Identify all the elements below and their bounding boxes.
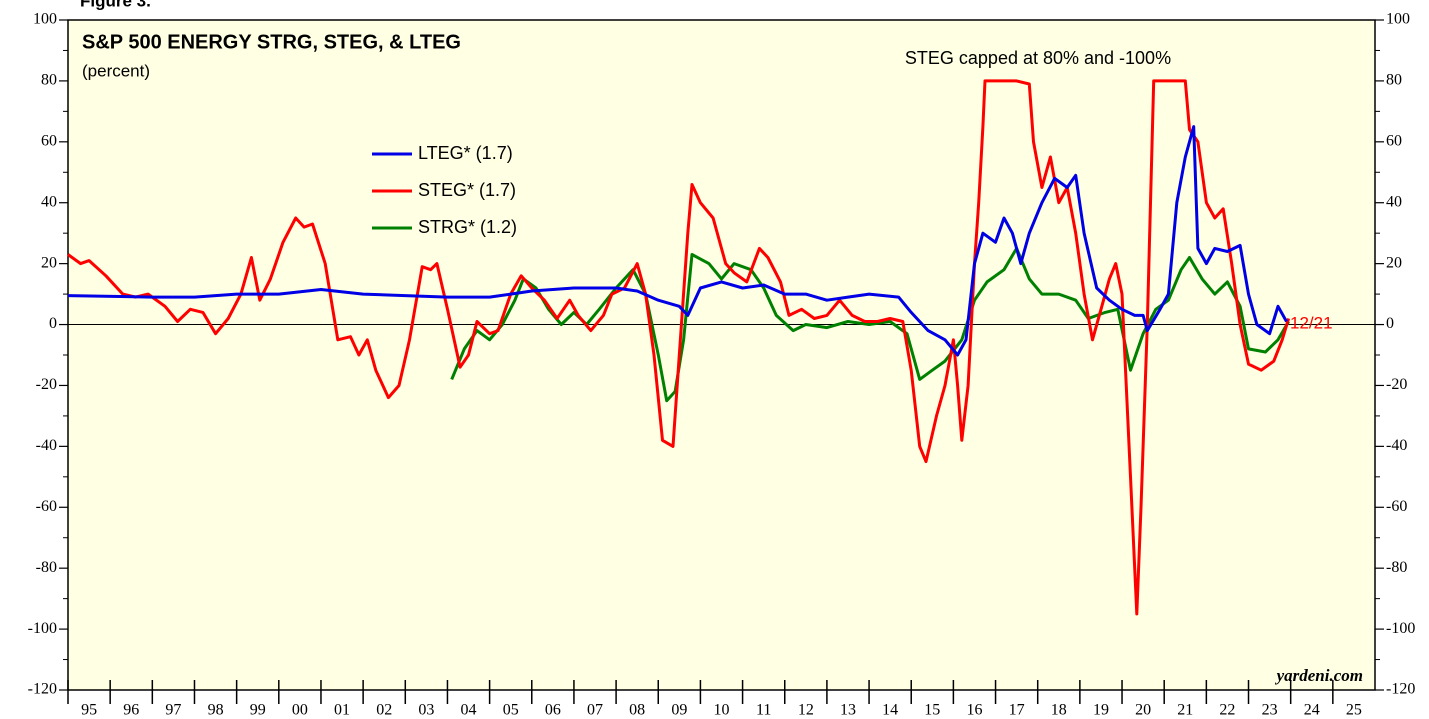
- y2-tick-label: 20: [1386, 254, 1402, 271]
- x-tick-label: 15: [924, 702, 940, 719]
- y2-tick-label: -100: [1386, 620, 1415, 637]
- x-tick-label: 03: [418, 702, 434, 719]
- x-tick-label: 97: [165, 702, 181, 719]
- x-tick-label: 04: [461, 702, 477, 719]
- x-tick-label: 07: [587, 702, 603, 719]
- end-label: 12/21: [1290, 313, 1333, 332]
- x-tick-label: 98: [208, 702, 224, 719]
- x-tick-label: 11: [756, 702, 771, 719]
- legend-label: LTEG* (1.7): [418, 143, 513, 163]
- x-tick-label: 09: [671, 702, 687, 719]
- x-tick-label: 16: [966, 702, 982, 719]
- y2-tick-label: -40: [1386, 437, 1407, 454]
- y2-tick-label: -120: [1386, 681, 1415, 698]
- y2-tick-label: 60: [1386, 132, 1402, 149]
- x-tick-label: 06: [545, 702, 561, 719]
- x-tick-label: 05: [503, 702, 519, 719]
- annotation: STEG capped at 80% and -100%: [905, 48, 1171, 68]
- x-tick-label: 18: [1051, 702, 1067, 719]
- x-tick-label: 17: [1009, 702, 1025, 719]
- y-tick-label: 100: [33, 11, 57, 28]
- x-tick-label: 22: [1219, 702, 1235, 719]
- y-tick-label: 80: [41, 72, 57, 89]
- y-tick-label: 60: [41, 132, 57, 149]
- y-tick-label: -40: [36, 437, 57, 454]
- x-tick-label: 23: [1262, 702, 1278, 719]
- plot-area: [67, 19, 1376, 691]
- source: yardeni.com: [1275, 666, 1363, 685]
- x-tick-label: 10: [714, 702, 730, 719]
- chart-title: S&P 500 ENERGY STRG, STEG, & LTEG: [82, 31, 461, 53]
- x-tick-label: 21: [1177, 702, 1193, 719]
- series-lines: [67, 79, 1291, 616]
- y2-tick-label: -80: [1386, 559, 1407, 576]
- x-tick-label: 20: [1135, 702, 1151, 719]
- x-tick-label: 25: [1346, 702, 1362, 719]
- axes: -120 -120 -100 -100 -80 -80 -60 -60 -40 -40 -20 -20…: [28, 11, 1416, 719]
- series-line: [67, 79, 1291, 616]
- y2-tick-label: 40: [1386, 193, 1402, 210]
- y-tick-label: 40: [41, 193, 57, 210]
- x-tick-label: 02: [376, 702, 392, 719]
- y-tick-label: -120: [28, 681, 57, 698]
- figure-label: Figure 3.: [80, 0, 151, 10]
- x-tick-label: 19: [1093, 702, 1109, 719]
- x-tick-label: 12: [798, 702, 814, 719]
- y2-tick-label: -60: [1386, 498, 1407, 515]
- x-tick-label: 95: [81, 702, 97, 719]
- y-tick-label: 0: [49, 315, 57, 332]
- series-line: [67, 125, 1288, 357]
- legend-label: STEG* (1.7): [418, 180, 516, 200]
- x-tick-label: 96: [123, 702, 139, 719]
- x-tick-label: 08: [629, 702, 645, 719]
- y2-tick-label: 100: [1386, 11, 1410, 28]
- x-tick-label: 14: [882, 702, 898, 719]
- y-tick-label: -100: [28, 620, 57, 637]
- x-tick-label: 13: [840, 702, 856, 719]
- y-tick-label: -20: [36, 376, 57, 393]
- x-tick-label: 99: [250, 702, 266, 719]
- y2-tick-label: -20: [1386, 376, 1407, 393]
- y-tick-label: 20: [41, 254, 57, 271]
- y-tick-label: -60: [36, 498, 57, 515]
- x-tick-label: 24: [1304, 702, 1320, 719]
- y-tick-label: -80: [36, 559, 57, 576]
- chart-subtitle: (percent): [82, 61, 150, 80]
- x-tick-label: 01: [334, 702, 350, 719]
- legend-label: STRG* (1.2): [418, 217, 517, 237]
- y2-tick-label: 0: [1386, 315, 1394, 332]
- x-tick-label: 00: [292, 702, 308, 719]
- y2-tick-label: 80: [1386, 72, 1402, 89]
